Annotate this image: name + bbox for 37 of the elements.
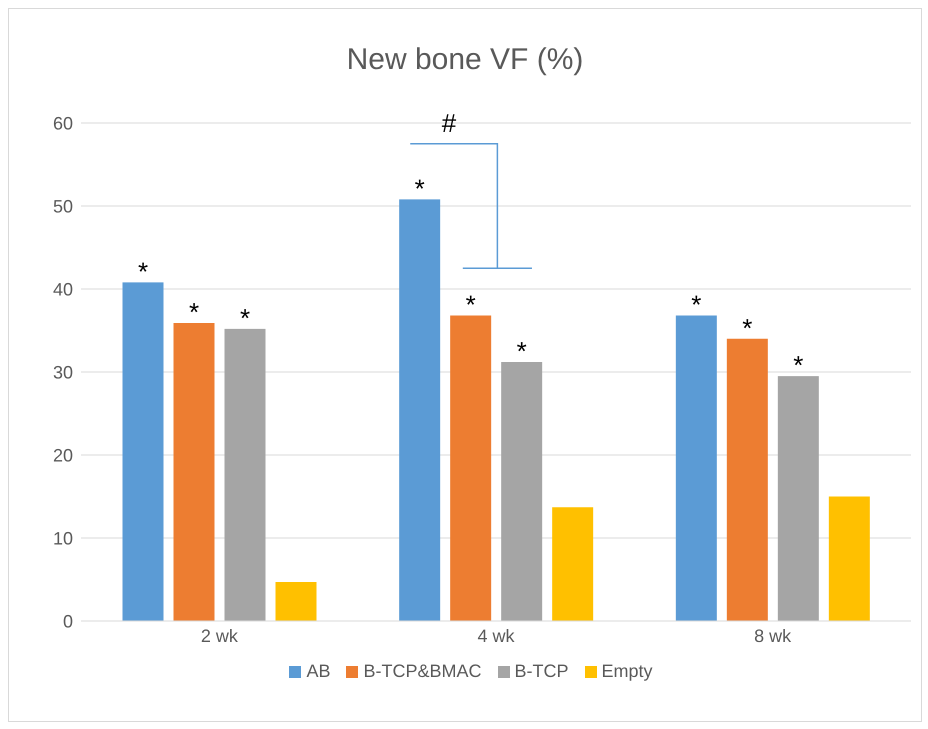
legend-label: B-TCP&BMAC (363, 661, 482, 682)
data-label: * (691, 290, 702, 320)
data-label: * (138, 256, 148, 286)
data-label: * (516, 336, 527, 366)
bar (224, 328, 266, 621)
legend-label: Empty (602, 661, 653, 682)
data-label: * (793, 350, 804, 380)
bar (726, 338, 768, 621)
bar (276, 582, 316, 621)
data-label: * (414, 173, 425, 204)
annotation: # (442, 108, 457, 138)
y-tick-label: 40 (52, 279, 73, 300)
bar (450, 316, 492, 621)
bar (676, 316, 717, 621)
y-tick-label: 50 (52, 196, 73, 216)
bar (552, 507, 594, 621)
y-tick-label: 10 (52, 528, 73, 548)
bar (399, 199, 440, 621)
x-tick-label: 2 wk (200, 626, 239, 646)
bar (174, 323, 214, 621)
y-tick-label: 0 (62, 611, 73, 632)
bar (501, 362, 542, 621)
x-tick-label: 4 wk (477, 626, 516, 646)
data-label: * (466, 290, 476, 320)
y-tick-label: 60 (52, 113, 73, 134)
bar (778, 376, 819, 621)
legend-label: AB (306, 661, 330, 682)
x-tick-label: 8 wk (754, 626, 792, 646)
y-tick-label: 20 (52, 445, 73, 466)
chart-title: New bone VF (%) (346, 43, 584, 77)
data-label: * (742, 312, 752, 343)
bar (122, 282, 164, 621)
legend-label: B-TCP (514, 661, 568, 682)
data-label: * (188, 297, 200, 328)
bar (828, 496, 870, 621)
y-tick-label: 30 (52, 362, 73, 382)
data-label: * (240, 302, 250, 333)
